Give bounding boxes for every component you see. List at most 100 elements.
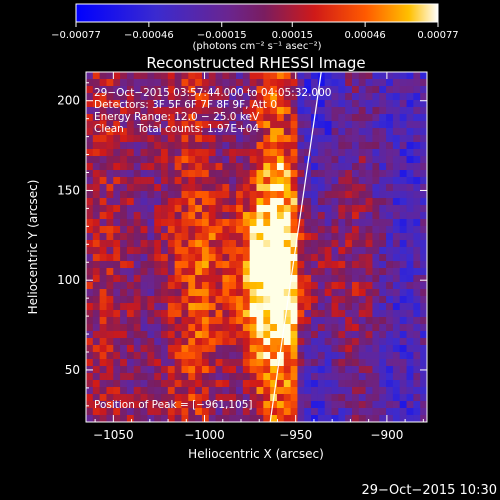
heatmap-cell xyxy=(399,408,407,416)
heatmap-cell xyxy=(345,331,353,339)
heatmap-cell xyxy=(358,282,367,290)
heatmap-cell xyxy=(386,380,394,388)
heatmap-cell xyxy=(161,373,169,381)
heatmap-cell xyxy=(92,100,101,108)
heatmap-cell xyxy=(147,352,155,360)
heatmap-cell xyxy=(324,275,332,283)
heatmap-cell xyxy=(392,415,401,422)
heatmap-cell xyxy=(249,93,257,101)
heatmap-cell xyxy=(208,268,216,276)
heatmap-cell xyxy=(167,324,176,332)
heatmap-cell xyxy=(126,100,135,108)
heatmap-cell xyxy=(113,254,121,262)
heatmap-cell xyxy=(283,156,291,164)
heatmap-cell xyxy=(174,359,182,367)
heatmap-cell xyxy=(161,415,169,422)
heatmap-cell xyxy=(242,205,251,213)
heatmap-cell xyxy=(154,128,162,136)
heatmap-cell xyxy=(242,177,251,185)
heatmap-cell xyxy=(413,303,421,311)
heatmap-cell xyxy=(351,114,360,122)
heatmap-cell xyxy=(229,282,237,290)
heatmap-cell xyxy=(188,72,196,80)
y-axis-label: Heliocentric Y (arcsec) xyxy=(26,180,40,315)
heatmap-cell xyxy=(195,415,203,422)
heatmap-cell xyxy=(358,170,367,178)
heatmap-cell xyxy=(167,79,176,87)
heatmap-cell xyxy=(99,401,107,409)
heatmap-cell xyxy=(106,387,114,395)
heatmap-cell xyxy=(154,289,162,297)
heatmap-cell xyxy=(331,226,339,234)
heatmap-cell xyxy=(338,219,346,227)
heatmap-cell xyxy=(413,324,421,332)
heatmap-cell xyxy=(297,261,305,269)
heatmap-cell xyxy=(92,107,101,115)
heatmap-cell xyxy=(236,170,244,178)
heatmap-cell xyxy=(358,184,367,192)
heatmap-cell xyxy=(358,247,367,255)
heatmap-cell xyxy=(311,240,319,248)
heatmap-cell xyxy=(174,331,182,339)
heatmap-cell xyxy=(249,317,257,325)
heatmap-cell xyxy=(256,268,264,276)
heatmap-cell xyxy=(147,233,155,241)
heatmap-cell xyxy=(161,233,169,241)
heatmap-cell xyxy=(311,254,319,262)
heatmap-cell xyxy=(120,359,128,367)
heatmap-cell xyxy=(126,135,135,143)
heatmap-cell xyxy=(276,191,285,199)
heatmap-cell xyxy=(372,93,380,101)
x-tick-label: −950 xyxy=(279,428,312,442)
heatmap-cell xyxy=(420,282,427,290)
heatmap-cell xyxy=(242,72,251,80)
heatmap-cell xyxy=(195,86,203,94)
heatmap-cell xyxy=(372,317,380,325)
heatmap-cell xyxy=(263,296,271,304)
heatmap-cell xyxy=(120,191,128,199)
heatmap-cell xyxy=(297,359,305,367)
heatmap-cell xyxy=(420,121,427,129)
heatmap-cell xyxy=(311,79,319,87)
heatmap-cell xyxy=(249,205,257,213)
heatmap-cell xyxy=(133,401,141,409)
heatmap-cell xyxy=(154,352,162,360)
heatmap-cell xyxy=(297,121,305,129)
heatmap-cell xyxy=(167,394,176,402)
heatmap-cell xyxy=(161,254,169,262)
heatmap-cell xyxy=(331,247,339,255)
heatmap-cell xyxy=(256,219,264,227)
heatmap-cell xyxy=(317,352,326,360)
heatmap-cell xyxy=(283,268,291,276)
heatmap-cell xyxy=(283,275,291,283)
heatmap-cell xyxy=(92,191,101,199)
heatmap-cell xyxy=(324,212,332,220)
heatmap-cell xyxy=(386,93,394,101)
heatmap-cell xyxy=(317,156,326,164)
heatmap-cell xyxy=(215,394,223,402)
heatmap-cell xyxy=(338,191,346,199)
heatmap-cell xyxy=(345,177,353,185)
heatmap-cell xyxy=(379,205,387,213)
heatmap-cell xyxy=(249,226,257,234)
heatmap-cell xyxy=(256,296,264,304)
heatmap-cell xyxy=(126,268,135,276)
heatmap-cell xyxy=(113,345,121,353)
heatmap-cell xyxy=(99,170,107,178)
heatmap-cell xyxy=(290,401,298,409)
heatmap-cell xyxy=(365,289,373,297)
heatmap-cell xyxy=(399,184,407,192)
heatmap-cell xyxy=(317,128,326,136)
heatmap-cell xyxy=(413,212,421,220)
heatmap-cell xyxy=(345,107,353,115)
heatmap-cell xyxy=(181,282,189,290)
heatmap-cell xyxy=(270,233,278,241)
heatmap-cell xyxy=(331,170,339,178)
heatmap-cell xyxy=(147,226,155,234)
y-tick-label: 200 xyxy=(57,94,80,108)
heatmap-cell xyxy=(99,79,107,87)
heatmap-cell xyxy=(133,261,141,269)
heatmap-cell xyxy=(195,303,203,311)
heatmap-cell xyxy=(133,289,141,297)
x-tick-label: −900 xyxy=(370,428,403,442)
